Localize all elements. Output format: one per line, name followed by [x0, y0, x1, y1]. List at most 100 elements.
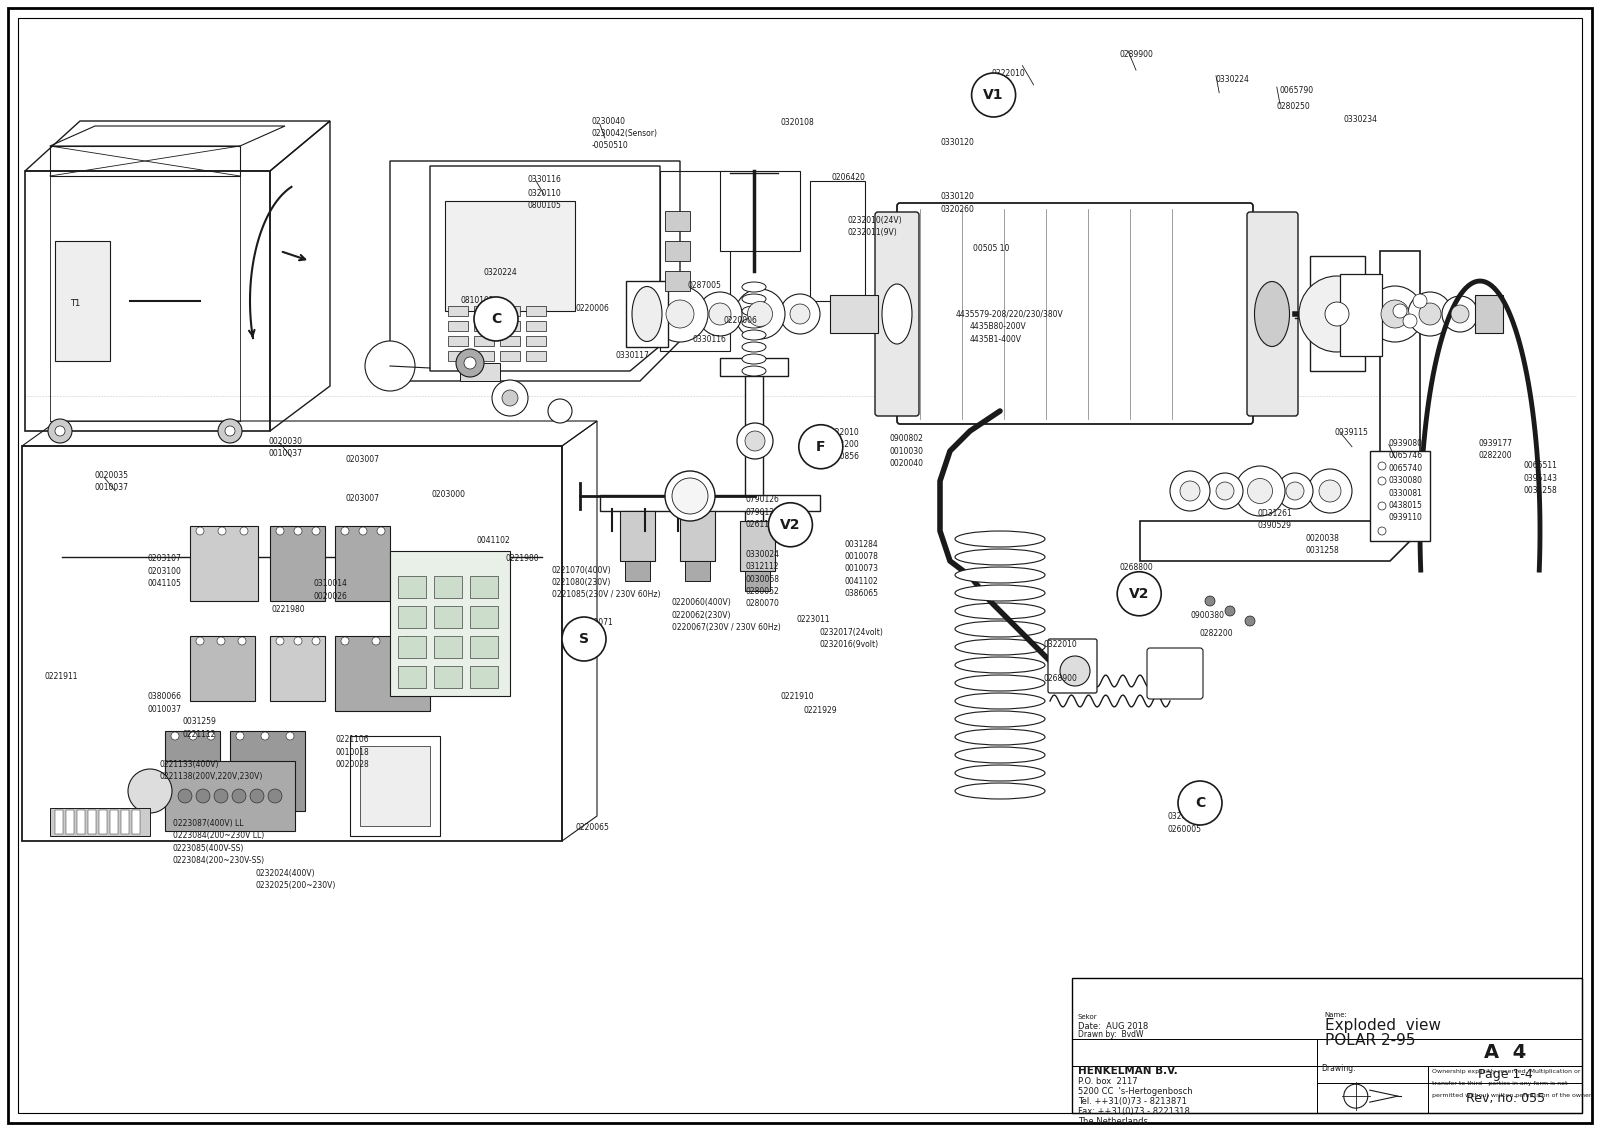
- Text: 0031258: 0031258: [1306, 546, 1339, 555]
- Circle shape: [1325, 302, 1349, 326]
- Text: 0280250: 0280250: [1277, 102, 1310, 111]
- Text: 0020040: 0020040: [890, 459, 923, 468]
- Text: 0220062(230V): 0220062(230V): [672, 611, 731, 620]
- Bar: [470, 666, 498, 688]
- Bar: [474, 351, 494, 361]
- Text: 0223084(200~230V-SS): 0223084(200~230V-SS): [173, 856, 266, 865]
- Text: 0221112: 0221112: [182, 729, 216, 739]
- Ellipse shape: [742, 282, 766, 292]
- Bar: [499, 351, 520, 361]
- Bar: [470, 606, 498, 628]
- Circle shape: [698, 292, 742, 336]
- Bar: [448, 336, 467, 346]
- Text: 0203007: 0203007: [346, 455, 379, 464]
- Bar: [626, 561, 650, 581]
- Circle shape: [798, 425, 843, 468]
- Ellipse shape: [882, 284, 912, 344]
- Circle shape: [128, 769, 173, 813]
- Bar: [461, 363, 499, 381]
- Text: 0031258: 0031258: [1523, 486, 1557, 495]
- Text: P.O. box  2117: P.O. box 2117: [1078, 1077, 1138, 1086]
- Text: Tel. ++31(0)73 - 8213871: Tel. ++31(0)73 - 8213871: [1078, 1097, 1187, 1106]
- Text: 0320110: 0320110: [528, 189, 562, 198]
- Text: 0221138(200V,220V,230V): 0221138(200V,220V,230V): [160, 772, 264, 782]
- FancyBboxPatch shape: [898, 202, 1253, 424]
- Text: 0010037: 0010037: [269, 449, 302, 458]
- Text: 0232024(400V): 0232024(400V): [256, 869, 315, 878]
- Circle shape: [261, 732, 269, 740]
- Text: 0221106: 0221106: [336, 735, 370, 744]
- Circle shape: [1366, 286, 1422, 342]
- Ellipse shape: [365, 342, 414, 391]
- Bar: [334, 526, 390, 601]
- Text: S: S: [579, 632, 589, 646]
- Circle shape: [1419, 303, 1442, 325]
- Circle shape: [294, 527, 302, 535]
- Bar: [746, 571, 770, 592]
- Bar: [360, 746, 430, 826]
- Text: 0010030: 0010030: [890, 447, 923, 456]
- Bar: [526, 321, 546, 331]
- Circle shape: [240, 527, 248, 535]
- Text: -0050510: -0050510: [592, 141, 629, 150]
- Text: 0320108: 0320108: [781, 118, 814, 127]
- Text: 0065790: 0065790: [1280, 86, 1314, 95]
- Circle shape: [1245, 616, 1254, 625]
- Ellipse shape: [955, 693, 1045, 709]
- Bar: [448, 321, 467, 331]
- Bar: [434, 576, 462, 598]
- Text: 0065746: 0065746: [1389, 451, 1422, 460]
- Text: 0031259: 0031259: [182, 717, 216, 726]
- Text: 0330234: 0330234: [1344, 115, 1378, 124]
- Text: 0330120: 0330120: [941, 192, 974, 201]
- Text: 0230042(Sensor): 0230042(Sensor): [592, 129, 658, 138]
- Text: 0020028: 0020028: [336, 760, 370, 769]
- Bar: [1310, 256, 1365, 371]
- Text: 0203100: 0203100: [147, 567, 181, 576]
- Text: 0289900: 0289900: [1120, 50, 1154, 59]
- Text: 5200 CC  's-Hertogenbosch: 5200 CC 's-Hertogenbosch: [1078, 1087, 1192, 1096]
- Circle shape: [1394, 304, 1406, 318]
- Ellipse shape: [955, 711, 1045, 727]
- Circle shape: [1205, 596, 1214, 606]
- Circle shape: [1277, 473, 1314, 509]
- Text: 0010073: 0010073: [845, 564, 878, 573]
- Bar: [230, 731, 306, 811]
- Bar: [720, 171, 800, 251]
- Bar: [270, 526, 325, 601]
- Text: 0322010: 0322010: [826, 428, 859, 437]
- Bar: [685, 561, 710, 581]
- Circle shape: [493, 380, 528, 416]
- Text: transfer to third - parties in any form is not: transfer to third - parties in any form …: [1432, 1081, 1568, 1086]
- Bar: [474, 307, 494, 316]
- Bar: [626, 280, 669, 347]
- Circle shape: [1299, 276, 1374, 352]
- Circle shape: [269, 789, 282, 803]
- Text: 0230040: 0230040: [592, 116, 626, 126]
- Circle shape: [286, 732, 294, 740]
- Circle shape: [1413, 294, 1427, 308]
- Text: 0790125: 0790125: [746, 508, 779, 517]
- Text: 0262200: 0262200: [826, 440, 859, 449]
- Text: 0322010: 0322010: [992, 69, 1026, 78]
- Circle shape: [226, 426, 235, 435]
- Text: 4435B80-200V: 4435B80-200V: [970, 322, 1026, 331]
- Text: 0280052: 0280052: [746, 587, 779, 596]
- Bar: [190, 526, 258, 601]
- Text: permitted without written permission of the owner.: permitted without written permission of …: [1432, 1093, 1594, 1098]
- Text: 0268900: 0268900: [1043, 674, 1077, 683]
- Text: Date:  AUG 2018: Date: AUG 2018: [1078, 1021, 1149, 1030]
- Text: Name:: Name:: [1325, 1012, 1347, 1018]
- Text: 0390529: 0390529: [1258, 521, 1291, 530]
- Text: 00505 10: 00505 10: [973, 244, 1010, 253]
- Text: 0232017(24volt): 0232017(24volt): [819, 628, 883, 637]
- Bar: [680, 511, 715, 561]
- Circle shape: [1181, 481, 1200, 501]
- Bar: [470, 636, 498, 658]
- Text: F: F: [816, 440, 826, 454]
- Bar: [739, 521, 774, 571]
- Text: HENKELMAN B.V.: HENKELMAN B.V.: [1078, 1065, 1178, 1076]
- Ellipse shape: [955, 621, 1045, 637]
- Circle shape: [747, 302, 773, 327]
- Bar: [66, 810, 74, 834]
